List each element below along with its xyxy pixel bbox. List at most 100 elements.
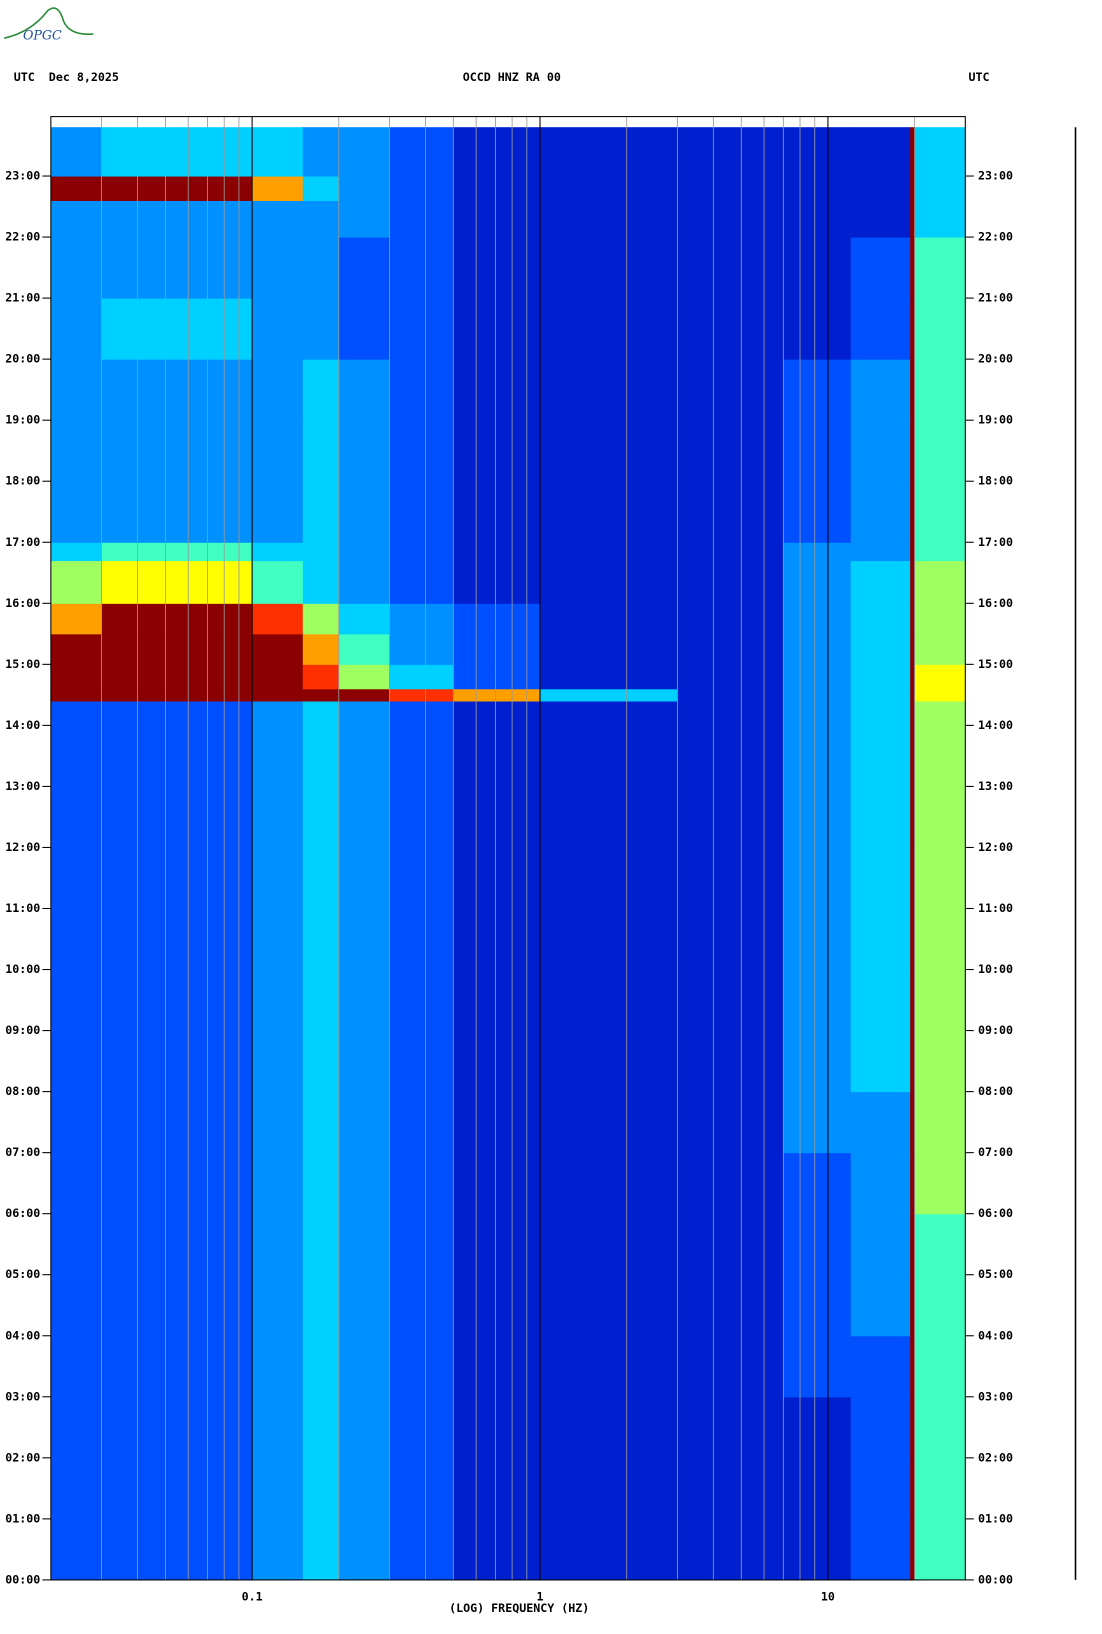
cell: [338, 359, 391, 421]
cell: [540, 481, 678, 543]
y-tick-label: 07:00: [5, 1145, 40, 1159]
cell: [783, 560, 852, 604]
cell: [389, 786, 454, 848]
cell: [914, 298, 966, 360]
cell: [783, 542, 852, 562]
cell: [252, 786, 304, 848]
cell: [165, 969, 253, 1032]
cell: [850, 664, 911, 690]
cell: [783, 1152, 852, 1215]
cell: [389, 298, 454, 360]
cell: [165, 908, 253, 971]
cell: [453, 1152, 541, 1215]
cell: [165, 420, 253, 482]
cell: [540, 237, 678, 299]
y-tick-label: 22:00: [5, 230, 40, 244]
cell: [540, 969, 678, 1032]
cell: [677, 664, 784, 690]
y-tick-label-right: 13:00: [978, 779, 1013, 793]
cell: [453, 359, 541, 421]
cell: [850, 603, 911, 635]
cell: [302, 1335, 340, 1398]
cell: [850, 1274, 911, 1337]
cell: [914, 481, 966, 543]
cell: [165, 786, 253, 848]
cell: [50, 969, 103, 1032]
cell: [389, 560, 454, 604]
cell: [540, 786, 678, 848]
cell: [910, 847, 916, 910]
cell: [302, 298, 340, 360]
cell: [677, 847, 784, 910]
cell: [850, 542, 911, 562]
cell: [101, 847, 166, 910]
cell: [338, 725, 391, 787]
cell: [453, 908, 541, 971]
cell: [540, 725, 678, 787]
cell: [540, 633, 678, 665]
cell: [50, 847, 103, 910]
cell: [165, 127, 253, 177]
logo: OPGC: [23, 28, 62, 43]
cell: [850, 359, 911, 421]
cell: [389, 700, 454, 726]
cell: [50, 1091, 103, 1154]
cell: [453, 481, 541, 543]
cell: [101, 560, 166, 604]
x-axis-label: (LOG) FREQUENCY (HZ): [449, 1601, 589, 1615]
cell: [677, 908, 784, 971]
cell: [783, 1274, 852, 1337]
cell: [101, 1274, 166, 1337]
cell: [50, 1152, 103, 1215]
cell: [101, 127, 166, 177]
cell: [302, 1152, 340, 1215]
cell: [338, 700, 391, 726]
cell: [101, 1152, 166, 1215]
cell: [338, 481, 391, 543]
cell: [101, 700, 166, 726]
cell: [165, 200, 253, 238]
cell: [850, 420, 911, 482]
cell: [914, 1152, 966, 1215]
cell: [101, 237, 166, 299]
cell: [389, 359, 454, 421]
cell: [101, 481, 166, 543]
cell: [252, 237, 304, 299]
cell: [850, 633, 911, 665]
cell: [252, 725, 304, 787]
y-tick-label-right: 21:00: [978, 291, 1013, 305]
cell: [677, 481, 784, 543]
cell: [850, 1091, 911, 1154]
cell: [50, 725, 103, 787]
y-tick-label-right: 01:00: [978, 1511, 1013, 1525]
cell: [165, 700, 253, 726]
cell: [677, 127, 784, 177]
cell: [252, 700, 304, 726]
y-tick-label-right: 07:00: [978, 1145, 1013, 1159]
y-tick-label: 05:00: [5, 1267, 40, 1281]
cell: [453, 725, 541, 787]
cell: [302, 176, 340, 201]
cell: [540, 1396, 678, 1459]
cell: [453, 127, 541, 177]
cell: [50, 1213, 103, 1276]
cell: [165, 1518, 253, 1581]
cell: [302, 725, 340, 787]
cell: [101, 1213, 166, 1276]
cell: [389, 969, 454, 1032]
cell: [338, 688, 391, 702]
y-tick-label-right: 20:00: [978, 352, 1013, 366]
cell: [252, 481, 304, 543]
cell: [389, 688, 454, 702]
cell: [101, 1091, 166, 1154]
cell: [914, 560, 966, 604]
cell: [302, 664, 340, 690]
cell: [453, 633, 541, 665]
cell: [50, 542, 103, 562]
cell: [677, 1457, 784, 1520]
cell: [914, 664, 966, 690]
cell: [677, 298, 784, 360]
y-tick-label: 09:00: [5, 1023, 40, 1037]
